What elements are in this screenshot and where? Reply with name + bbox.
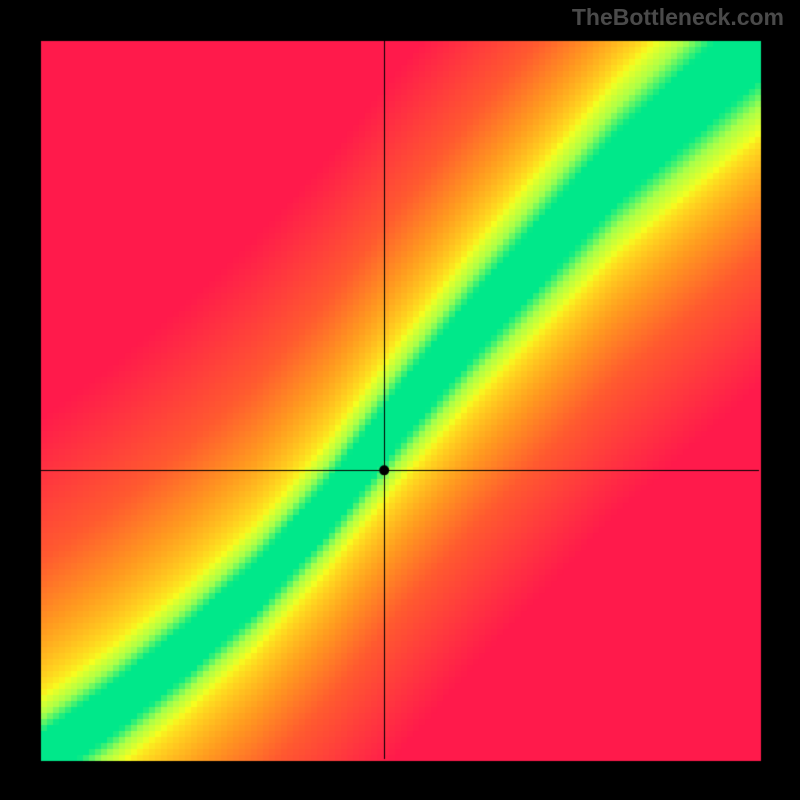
attribution-text: TheBottleneck.com xyxy=(572,4,784,31)
bottleneck-heatmap xyxy=(0,0,800,800)
chart-container: { "attribution": { "text": "TheBottlenec… xyxy=(0,0,800,800)
